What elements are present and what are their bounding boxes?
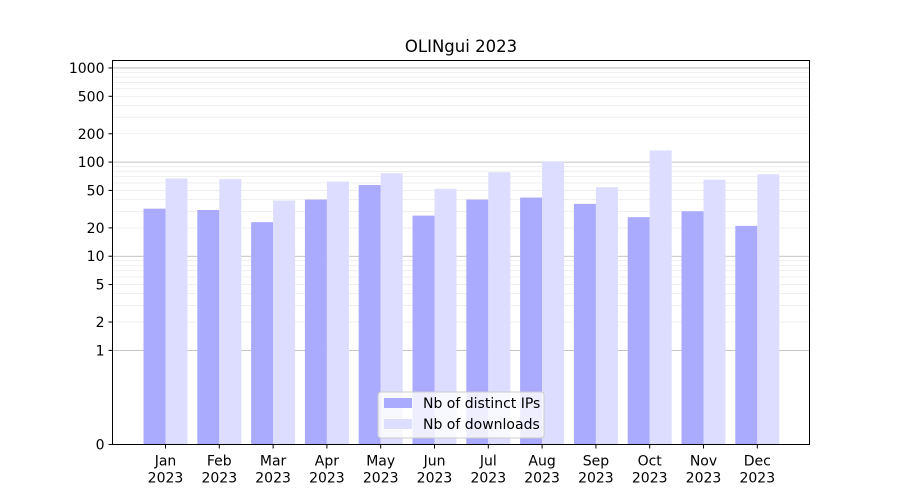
x-axis: Jan2023Feb2023Mar2023Apr2023May2023Jun20… [148,444,775,487]
x-tick-label: Jan [154,454,177,470]
x-tick-label: 2023 [739,471,775,487]
x-tick-label: Mar [260,454,287,470]
bar-downloads [219,179,242,445]
bar-distinct-ips [412,215,435,445]
bar-downloads [326,181,349,445]
y-tick-label: 50 [87,183,105,199]
x-tick-label: 2023 [632,471,668,487]
bar-distinct-ips [143,208,166,445]
x-tick-label: Apr [315,454,339,470]
x-tick-label: 2023 [686,471,722,487]
x-tick-label: Aug [528,454,555,470]
plot-frame [112,60,810,445]
chart-title: OLINgui 2023 [405,37,517,56]
x-tick-label: Feb [207,454,232,470]
bar-distinct-ips [735,225,758,445]
bar-downloads [595,187,618,445]
x-tick-label: 2023 [417,471,453,487]
bar-downloads [273,200,296,445]
bar-distinct-ips [520,197,543,445]
legend-box [377,391,545,439]
y-tick-label: 0 [96,438,105,454]
x-tick-label: 2023 [201,471,237,487]
x-tick-label: Oct [638,454,663,470]
bars [143,150,780,445]
bar-downloads [380,173,403,445]
bar-distinct-ips [358,185,381,445]
legend-swatch-downloads [384,419,412,429]
x-tick-label: 2023 [578,471,614,487]
y-tick-label: 500 [78,89,105,105]
x-tick-label: Jun [423,454,446,470]
bar-distinct-ips [251,222,274,445]
legend-swatch-distinct-ips [384,398,412,408]
x-tick-label: 2023 [363,471,399,487]
legend: Nb of distinct IPs Nb of downloads [377,391,545,439]
x-tick-label: May [366,454,395,470]
legend-label-distinct-ips: Nb of distinct IPs [423,396,540,412]
bar-downloads [165,178,188,445]
y-tick-label: 200 [78,127,105,143]
y-tick-label: 100 [78,155,105,171]
y-axis: 0 1 2 5 10 20 50 100 200 500 1000 [69,61,113,454]
bar-distinct-ips [627,217,650,445]
y-tick-label: 2 [96,315,105,331]
y-tick-label: 1 [96,343,105,359]
x-tick-label: Nov [690,454,717,470]
bar-downloads [542,161,565,445]
x-tick-label: 2023 [524,471,560,487]
legend-label-downloads: Nb of downloads [423,417,540,433]
bar-downloads [703,179,726,445]
bar-distinct-ips [681,211,704,445]
y-tick-label: 20 [87,221,105,237]
bar-downloads [757,174,780,445]
y-tick-label: 1000 [69,61,105,77]
y-tick-label: 5 [96,278,105,294]
bar-distinct-ips [573,203,596,445]
x-tick-label: Sep [583,454,610,470]
bar-distinct-ips [304,199,327,445]
x-tick-label: 2023 [470,471,506,487]
x-tick-label: 2023 [255,471,291,487]
bar-downloads [649,150,672,445]
bar-downloads [488,172,511,445]
x-tick-label: 2023 [309,471,345,487]
x-tick-label: 2023 [148,471,184,487]
x-tick-label: Jul [479,454,497,470]
bar-distinct-ips [466,199,489,445]
y-tick-label: 10 [87,249,105,265]
x-tick-label: Dec [744,454,771,470]
bar-downloads [434,188,457,445]
bar-distinct-ips [197,209,220,445]
